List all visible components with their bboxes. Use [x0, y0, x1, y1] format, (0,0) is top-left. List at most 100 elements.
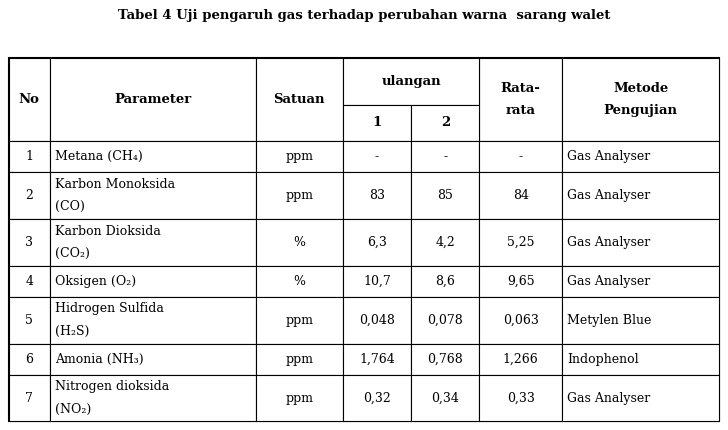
Bar: [50, 219, 256, 266]
Bar: [562, 58, 719, 141]
Text: 4: 4: [25, 275, 33, 288]
Bar: [562, 219, 719, 266]
Text: 1,266: 1,266: [503, 353, 539, 366]
Bar: [9, 266, 50, 297]
Text: ulangan: ulangan: [381, 75, 441, 88]
Text: %: %: [293, 275, 305, 288]
Text: ppm: ppm: [285, 189, 313, 202]
Bar: [9, 58, 719, 421]
Text: 1: 1: [25, 150, 33, 163]
Text: No: No: [19, 93, 39, 106]
Text: 0,33: 0,33: [507, 392, 534, 405]
Text: 9,65: 9,65: [507, 275, 534, 288]
Text: -: -: [443, 150, 447, 163]
Bar: [343, 266, 411, 297]
Text: ppm: ppm: [285, 392, 313, 405]
Bar: [480, 219, 562, 266]
Text: ppm: ppm: [285, 353, 313, 366]
Text: %: %: [293, 236, 305, 249]
Text: 0,768: 0,768: [427, 353, 463, 366]
Text: -: -: [375, 150, 379, 163]
Bar: [256, 219, 343, 266]
Text: (NO₂): (NO₂): [55, 403, 92, 416]
Bar: [343, 297, 411, 344]
Text: 0,32: 0,32: [363, 392, 391, 405]
Bar: [343, 344, 411, 375]
Text: ppm: ppm: [285, 313, 313, 327]
Text: 6,3: 6,3: [367, 236, 387, 249]
Bar: [411, 219, 480, 266]
Text: Nitrogen dioksida: Nitrogen dioksida: [55, 380, 170, 393]
Bar: [50, 266, 256, 297]
Bar: [9, 58, 50, 141]
Bar: [50, 58, 256, 141]
Bar: [9, 344, 50, 375]
Bar: [50, 344, 256, 375]
Text: 10,7: 10,7: [363, 275, 391, 288]
Bar: [50, 172, 256, 219]
Bar: [411, 141, 480, 172]
Bar: [256, 141, 343, 172]
Text: Oksigen (O₂): Oksigen (O₂): [55, 275, 137, 288]
Bar: [480, 172, 562, 219]
Text: 0,063: 0,063: [503, 313, 539, 327]
Text: 84: 84: [513, 189, 529, 202]
Text: Gas Analyser: Gas Analyser: [567, 189, 650, 202]
Bar: [256, 58, 343, 141]
Bar: [343, 58, 480, 105]
Bar: [9, 297, 50, 344]
Text: 1,764: 1,764: [359, 353, 395, 366]
Bar: [480, 58, 562, 141]
Text: 0,048: 0,048: [359, 313, 395, 327]
Text: Parameter: Parameter: [114, 93, 191, 106]
Bar: [411, 172, 480, 219]
Bar: [343, 172, 411, 219]
Text: 2: 2: [25, 189, 33, 202]
Text: Amonia (NH₃): Amonia (NH₃): [55, 353, 144, 366]
Bar: [411, 375, 480, 421]
Bar: [9, 172, 50, 219]
Text: Hidrogen Sulfida: Hidrogen Sulfida: [55, 302, 165, 316]
Bar: [9, 141, 50, 172]
Text: Tabel 4 Uji pengaruh gas terhadap perubahan warna  sarang walet: Tabel 4 Uji pengaruh gas terhadap peruba…: [118, 9, 610, 22]
Text: Metode: Metode: [613, 82, 668, 95]
Bar: [9, 375, 50, 421]
Bar: [562, 172, 719, 219]
Text: 1: 1: [372, 117, 381, 129]
Text: Karbon Monoksida: Karbon Monoksida: [55, 178, 175, 191]
Text: 3: 3: [25, 236, 33, 249]
Text: 8,6: 8,6: [435, 275, 455, 288]
Text: 4,2: 4,2: [435, 236, 455, 249]
Bar: [256, 375, 343, 421]
Bar: [9, 219, 50, 266]
Bar: [411, 344, 480, 375]
Text: (CO₂): (CO₂): [55, 247, 90, 260]
Text: 0,34: 0,34: [431, 392, 459, 405]
Bar: [50, 375, 256, 421]
Text: 2: 2: [440, 117, 450, 129]
Bar: [50, 297, 256, 344]
Text: Metylen Blue: Metylen Blue: [567, 313, 652, 327]
Bar: [256, 344, 343, 375]
Bar: [480, 297, 562, 344]
Bar: [562, 344, 719, 375]
Bar: [480, 141, 562, 172]
Bar: [411, 266, 480, 297]
Bar: [343, 219, 411, 266]
Bar: [562, 141, 719, 172]
Bar: [343, 105, 411, 141]
Text: (CO): (CO): [55, 200, 85, 213]
Text: Indophenol: Indophenol: [567, 353, 638, 366]
Bar: [411, 297, 480, 344]
Text: Karbon Dioksida: Karbon Dioksida: [55, 224, 162, 238]
Bar: [562, 297, 719, 344]
Bar: [256, 172, 343, 219]
Bar: [480, 375, 562, 421]
Text: 7: 7: [25, 392, 33, 405]
Text: ppm: ppm: [285, 150, 313, 163]
Text: 83: 83: [369, 189, 385, 202]
Text: 85: 85: [438, 189, 454, 202]
Bar: [562, 375, 719, 421]
Bar: [343, 375, 411, 421]
Bar: [480, 344, 562, 375]
